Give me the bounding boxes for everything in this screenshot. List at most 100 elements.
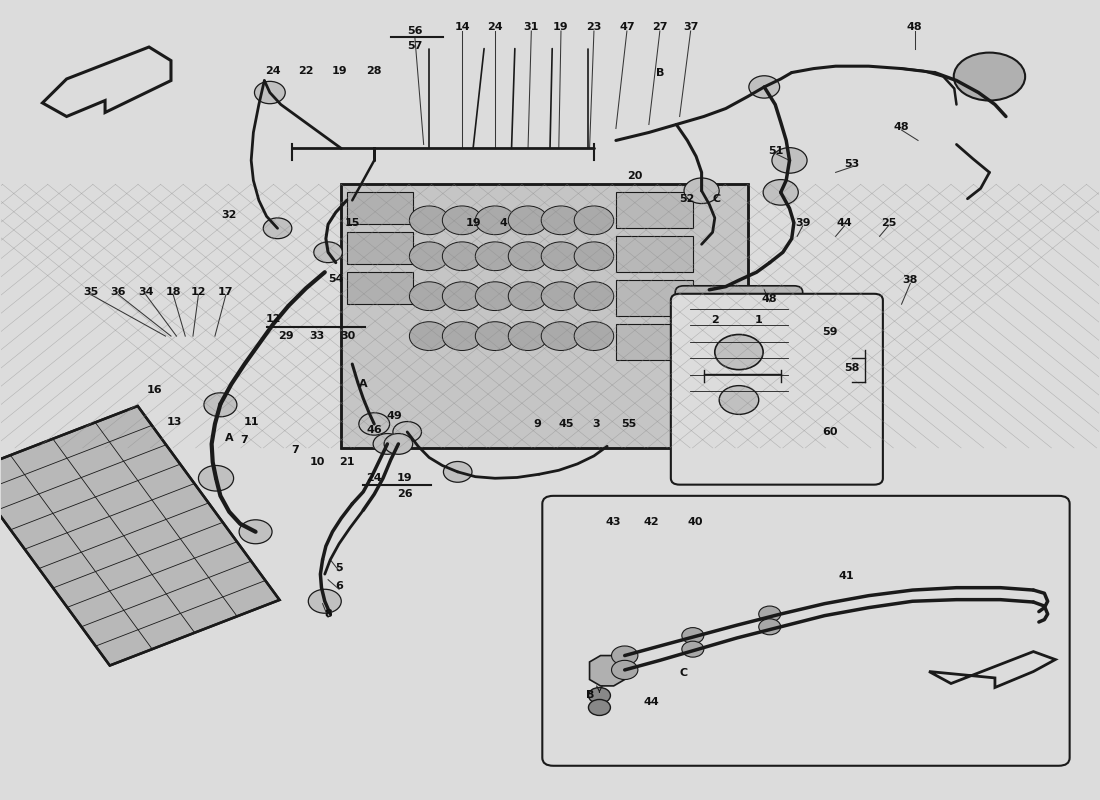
Circle shape bbox=[574, 242, 614, 270]
Polygon shape bbox=[43, 47, 170, 117]
Bar bbox=[0, 406, 279, 666]
Text: 11: 11 bbox=[243, 417, 258, 426]
Text: 33: 33 bbox=[309, 331, 324, 341]
Text: 12: 12 bbox=[265, 314, 280, 323]
Circle shape bbox=[612, 660, 638, 679]
Bar bbox=[346, 272, 412, 304]
Text: 43: 43 bbox=[606, 517, 621, 527]
FancyBboxPatch shape bbox=[671, 294, 883, 485]
Text: 49: 49 bbox=[386, 411, 402, 421]
Bar bbox=[616, 192, 693, 228]
Circle shape bbox=[574, 322, 614, 350]
Text: 29: 29 bbox=[278, 331, 294, 341]
Bar bbox=[616, 280, 693, 316]
Text: 45: 45 bbox=[559, 419, 574, 429]
Circle shape bbox=[308, 590, 341, 614]
Text: 25: 25 bbox=[881, 218, 896, 228]
Text: 58: 58 bbox=[845, 363, 860, 373]
Bar bbox=[616, 324, 693, 360]
Text: 6: 6 bbox=[336, 581, 343, 591]
Text: 30: 30 bbox=[340, 331, 355, 341]
Text: 10: 10 bbox=[309, 458, 324, 467]
Text: 53: 53 bbox=[845, 159, 860, 170]
Polygon shape bbox=[930, 651, 1055, 687]
Text: B: B bbox=[656, 67, 664, 78]
Text: 48: 48 bbox=[893, 122, 910, 132]
Circle shape bbox=[475, 206, 515, 234]
Circle shape bbox=[508, 322, 548, 350]
Text: 19: 19 bbox=[331, 66, 346, 76]
Circle shape bbox=[475, 242, 515, 270]
Text: 47: 47 bbox=[619, 22, 635, 32]
Text: 44: 44 bbox=[644, 697, 659, 707]
Bar bbox=[616, 236, 693, 272]
Text: 7: 7 bbox=[292, 445, 299, 454]
Circle shape bbox=[574, 206, 614, 234]
Circle shape bbox=[204, 393, 236, 417]
Text: 2: 2 bbox=[711, 315, 718, 325]
Text: 32: 32 bbox=[221, 210, 236, 220]
Circle shape bbox=[359, 413, 389, 435]
Text: 48: 48 bbox=[906, 22, 923, 32]
Text: 21: 21 bbox=[339, 458, 354, 467]
Bar bbox=[341, 184, 748, 448]
Text: 17: 17 bbox=[218, 287, 233, 297]
Text: 19: 19 bbox=[397, 474, 412, 483]
Circle shape bbox=[588, 687, 610, 703]
Circle shape bbox=[409, 322, 449, 350]
Bar bbox=[341, 184, 748, 448]
Text: 57: 57 bbox=[407, 42, 422, 51]
Circle shape bbox=[254, 82, 285, 104]
Ellipse shape bbox=[954, 53, 1025, 101]
Circle shape bbox=[409, 242, 449, 270]
Text: 59: 59 bbox=[823, 327, 838, 337]
Text: 48: 48 bbox=[762, 294, 778, 303]
Text: 51: 51 bbox=[769, 146, 784, 156]
Text: 19: 19 bbox=[553, 22, 569, 32]
Circle shape bbox=[198, 466, 233, 491]
Circle shape bbox=[384, 434, 412, 454]
Circle shape bbox=[759, 606, 781, 622]
Text: 34: 34 bbox=[138, 287, 154, 297]
Text: 39: 39 bbox=[795, 218, 811, 228]
Circle shape bbox=[409, 206, 449, 234]
Text: 24: 24 bbox=[487, 22, 503, 32]
Circle shape bbox=[442, 282, 482, 310]
Text: 12: 12 bbox=[190, 287, 206, 297]
Text: 20: 20 bbox=[627, 171, 642, 182]
Text: 54: 54 bbox=[328, 274, 343, 284]
Text: 46: 46 bbox=[366, 426, 382, 435]
Text: A: A bbox=[224, 434, 233, 443]
Text: 15: 15 bbox=[344, 218, 360, 228]
Circle shape bbox=[541, 322, 581, 350]
Circle shape bbox=[715, 334, 763, 370]
Circle shape bbox=[772, 148, 807, 173]
Text: 19: 19 bbox=[465, 218, 481, 228]
Text: 24: 24 bbox=[366, 474, 382, 483]
Text: 56: 56 bbox=[407, 26, 422, 36]
Text: B: B bbox=[586, 690, 595, 701]
FancyBboxPatch shape bbox=[675, 286, 803, 414]
Circle shape bbox=[443, 462, 472, 482]
Text: 24: 24 bbox=[265, 66, 280, 76]
Text: 41: 41 bbox=[839, 570, 855, 581]
Polygon shape bbox=[590, 655, 625, 686]
Text: 1: 1 bbox=[755, 315, 762, 325]
Circle shape bbox=[541, 206, 581, 234]
Text: 3: 3 bbox=[592, 419, 600, 429]
Text: 55: 55 bbox=[621, 419, 637, 429]
Circle shape bbox=[239, 520, 272, 544]
Circle shape bbox=[612, 646, 638, 665]
Bar bbox=[346, 192, 412, 224]
Text: 35: 35 bbox=[84, 287, 98, 297]
Text: 42: 42 bbox=[644, 517, 659, 527]
Text: 16: 16 bbox=[146, 386, 163, 395]
Text: 60: 60 bbox=[823, 427, 838, 437]
Circle shape bbox=[409, 282, 449, 310]
Text: 23: 23 bbox=[586, 22, 602, 32]
Text: 38: 38 bbox=[903, 275, 918, 286]
Text: 31: 31 bbox=[524, 22, 539, 32]
Circle shape bbox=[541, 282, 581, 310]
Circle shape bbox=[682, 641, 704, 657]
Text: 37: 37 bbox=[683, 22, 698, 32]
